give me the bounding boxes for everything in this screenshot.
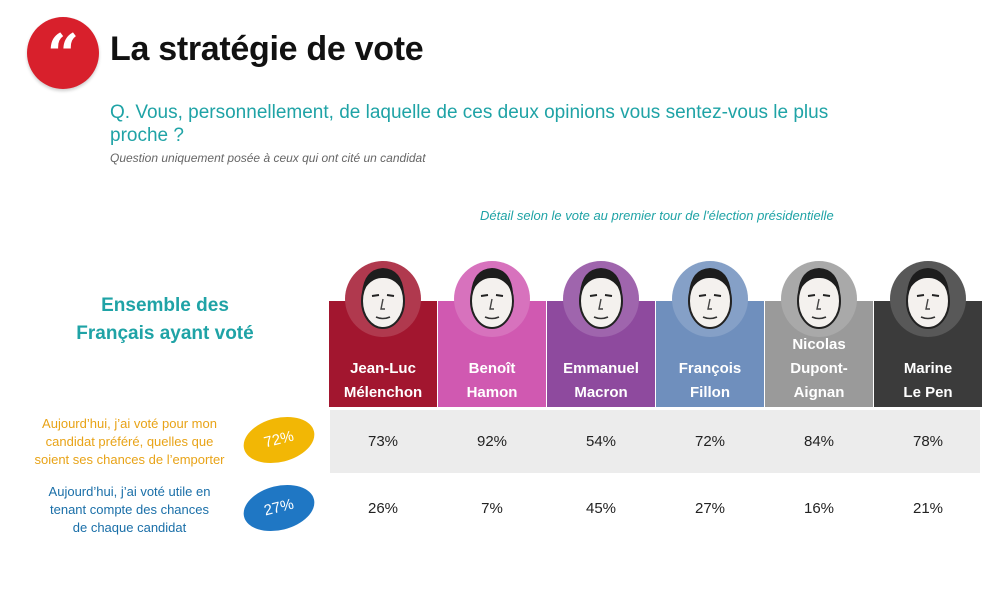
question-note: Question uniquement posée à ceux qui ont… (110, 151, 426, 165)
candidate-column: Jean-Luc Mélenchon (329, 301, 437, 407)
detail-label: Détail selon le vote au premier tour de … (480, 208, 834, 223)
value-preferred: 84% (803, 433, 835, 450)
ensemble-label: Ensemble des Français ayant voté (55, 292, 275, 348)
candidate-name: Emmanuel Macron (547, 357, 655, 405)
candidate-name-line: Hamon (466, 384, 518, 401)
ensemble-label-line2: Français ayant voté (76, 323, 254, 344)
value-preferred: 54% (585, 433, 617, 450)
value-useful: 7% (481, 500, 503, 517)
value-preferred: 72% (694, 433, 726, 450)
row-label-line: Aujourd’hui, j’ai voté utile en (48, 484, 211, 499)
candidate-name-line: Nicolas (792, 336, 846, 353)
candidate-portrait-icon (656, 251, 764, 337)
row-band-useful (330, 476, 980, 540)
candidate-name-line: Dupont- (790, 360, 848, 377)
candidate-portrait-icon (547, 251, 655, 337)
candidate-portrait-icon (765, 251, 873, 337)
candidate-name-line: Fillon (690, 384, 730, 401)
value-useful: 26% (367, 500, 399, 517)
candidate-name: François Fillon (656, 357, 764, 405)
row-label-useful: Aujourd’hui, j’ai voté utile en tenant c… (12, 483, 247, 537)
candidate-name: Jean-Luc Mélenchon (329, 357, 437, 405)
value-useful: 21% (912, 500, 944, 517)
candidate-name-line: Le Pen (903, 384, 953, 401)
candidate-name-line: Jean-Luc (350, 360, 416, 377)
candidate-name-line: Benoît (468, 360, 516, 377)
candidate-name: Marine Le Pen (874, 357, 982, 405)
total-badge-useful: 27% (238, 477, 320, 539)
value-useful: 45% (585, 500, 617, 517)
quote-logo-icon: “ (27, 17, 99, 89)
question-text: Q. Vous, personnellement, de laquelle de… (110, 102, 829, 146)
row-label-line: candidat préféré, quelles que (45, 434, 214, 449)
candidate-name-line: Mélenchon (343, 384, 423, 401)
row-band-preferred (330, 410, 980, 473)
candidate-name-line: François (678, 360, 742, 377)
value-preferred: 73% (367, 433, 399, 450)
value-useful: 16% (803, 500, 835, 517)
candidate-name-line: Aignan (793, 384, 845, 401)
row-label-line: de chaque candidat (72, 520, 187, 535)
candidate-name: Benoît Hamon (438, 357, 546, 405)
candidate-portrait-icon (329, 251, 437, 337)
value-useful: 27% (694, 500, 726, 517)
candidate-name: Nicolas Dupont- Aignan (765, 333, 873, 405)
candidate-name-line: Marine (903, 360, 953, 377)
candidate-name-line: Macron (574, 384, 628, 401)
value-preferred: 92% (476, 433, 508, 450)
row-label-line: soient ses chances de l’emporter (34, 452, 225, 467)
candidate-portrait-icon (874, 251, 982, 337)
row-label-line: tenant compte des chances (50, 502, 209, 517)
row-label-preferred: Aujourd’hui, j’ai voté pour mon candidat… (12, 415, 247, 469)
ensemble-label-line1: Ensemble des (101, 295, 229, 316)
total-badge-preferred: 72% (238, 409, 320, 471)
candidate-name-line: Emmanuel (563, 360, 639, 377)
row-label-line: Aujourd’hui, j’ai voté pour mon (42, 416, 217, 431)
candidate-portrait-icon (438, 251, 546, 337)
page-title: La stratégie de vote (110, 30, 424, 68)
value-preferred: 78% (912, 433, 944, 450)
